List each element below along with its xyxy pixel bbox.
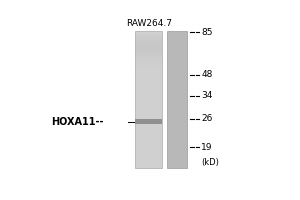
Bar (135, 36, 162, 38)
Bar (135, 68, 162, 69)
Bar (135, 64, 162, 66)
Bar (135, 31, 162, 168)
Text: (kD): (kD) (201, 158, 219, 167)
Bar (135, 47, 162, 49)
Bar (135, 69, 162, 71)
Bar (135, 60, 162, 62)
Text: HOXA11--: HOXA11-- (52, 117, 104, 127)
Text: RAW264.7: RAW264.7 (126, 19, 172, 28)
Bar (135, 38, 162, 40)
Text: 85: 85 (201, 28, 213, 37)
Bar (167, 31, 188, 168)
Text: 34: 34 (201, 91, 213, 100)
Bar (135, 43, 162, 45)
Bar (135, 55, 162, 56)
Text: 19: 19 (201, 143, 213, 152)
Bar (135, 51, 162, 53)
Bar (135, 40, 162, 41)
Bar (135, 45, 162, 47)
Bar (135, 58, 162, 60)
Bar (135, 119, 162, 124)
Text: 26: 26 (201, 114, 213, 123)
Bar (135, 41, 162, 43)
Bar (135, 66, 162, 68)
Bar (135, 56, 162, 58)
Text: 48: 48 (201, 70, 213, 79)
Bar (135, 34, 162, 36)
Bar (135, 49, 162, 51)
Bar (135, 62, 162, 64)
Bar (135, 53, 162, 55)
